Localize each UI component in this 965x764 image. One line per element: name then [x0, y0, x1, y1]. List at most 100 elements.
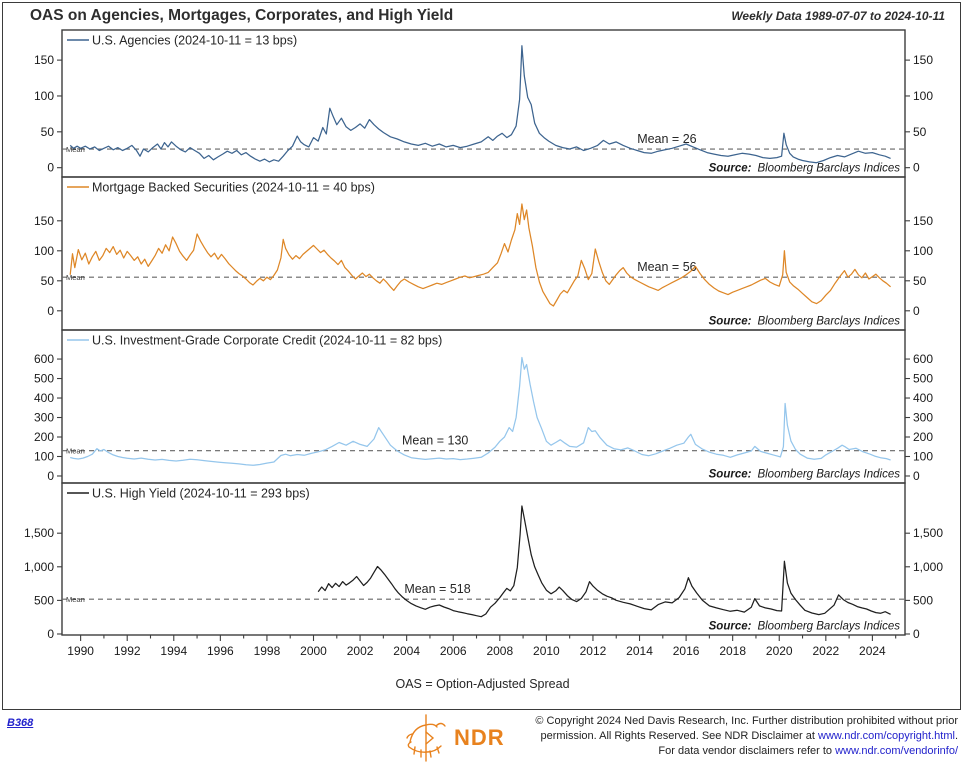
page-footer: B368 NDR © Copyright 2024 Ned Davis Rese… [0, 712, 965, 764]
y-tick-label-left: 0 [47, 161, 54, 175]
x-tick-label: 2018 [719, 644, 746, 658]
panel-border [61, 176, 906, 331]
ig-corp-series-line [70, 356, 891, 466]
x-tick-label: 2000 [300, 644, 327, 658]
chart-code-link[interactable]: B368 [7, 717, 34, 729]
ndr-logo: NDR [403, 714, 505, 762]
y-tick-label-right: 0 [913, 469, 920, 483]
legend-label: U.S. High Yield (2024-10-11 = 293 bps) [92, 487, 310, 501]
x-tick-label: 2004 [393, 644, 420, 658]
y-tick-label-right: 100 [913, 449, 933, 463]
y-tick-label-right: 100 [913, 89, 933, 103]
ndr-logo-text: NDR [454, 725, 505, 750]
y-tick-label-left: 0 [47, 627, 54, 641]
agencies-series-line [69, 45, 891, 164]
x-tick-label: 1992 [114, 644, 141, 658]
y-tick-label-left: 0 [47, 304, 54, 318]
y-tick-label-right: 1,000 [913, 560, 943, 574]
y-tick-label-left: 50 [41, 274, 55, 288]
y-tick-label-right: 300 [913, 411, 933, 425]
y-tick-label-right: 150 [913, 53, 933, 67]
x-tick-label: 2016 [673, 644, 700, 658]
chart-footnote: OAS = Option-Adjusted Spread [395, 677, 570, 691]
y-tick-label-right: 0 [913, 304, 920, 318]
legend-label: U.S. Investment-Grade Corporate Credit (… [92, 334, 442, 348]
mean-annotation: Mean = 26 [637, 132, 696, 146]
y-tick-label-left: 1,000 [24, 560, 54, 574]
x-tick-label: 2010 [533, 644, 560, 658]
y-tick-label-left: 150 [34, 214, 54, 228]
x-tick-label: 2006 [440, 644, 467, 658]
x-tick-label: 2002 [347, 644, 374, 658]
x-tick-label: 2022 [812, 644, 839, 658]
copyright-link[interactable]: www.ndr.com/copyright.html [818, 730, 955, 742]
y-tick-label-left: 400 [34, 391, 54, 405]
y-tick-label-left: 0 [47, 469, 54, 483]
y-tick-label-left: 100 [34, 89, 54, 103]
mean-edge-label: Mean [66, 595, 85, 604]
panel-border [61, 482, 906, 636]
panel-mbs: 0 0 50 50 100 100 150 150 Mean Mean = 56 Mortgage … [34, 176, 933, 331]
copyright-line1: © Copyright 2024 Ned Davis Research, Inc… [535, 715, 958, 727]
mbs-series-line [69, 203, 892, 307]
y-tick-label-left: 500 [34, 372, 54, 386]
y-tick-label-right: 600 [913, 352, 933, 366]
x-tick-label: 2014 [626, 644, 653, 658]
x-axis: 1990 1992 1994 1996 1998 2000 2002 2004 2006 2008… [67, 635, 897, 658]
y-tick-label-left: 300 [34, 411, 54, 425]
y-tick-label-left: 200 [34, 430, 54, 444]
y-tick-label-right: 150 [913, 214, 933, 228]
mean-edge-label: Mean [66, 273, 85, 282]
mean-annotation: Mean = 518 [404, 582, 470, 596]
mean-edge-label: Mean [66, 447, 85, 456]
y-tick-label-right: 400 [913, 391, 933, 405]
y-tick-label-right: 0 [913, 161, 920, 175]
mean-annotation: Mean = 130 [402, 434, 468, 448]
y-tick-label-right: 1,500 [913, 526, 943, 540]
y-tick-label-left: 150 [34, 53, 54, 67]
source-label: Source: Bloomberg Barclays Indices [709, 316, 901, 328]
legend-label: U.S. Agencies (2024-10-11 = 13 bps) [92, 34, 297, 48]
oas-multi-panel-chart: 0 0 50 50 100 100 150 150 Mean Mean = 26 U.S. Agen… [24, 29, 943, 658]
legend-label: Mortgage Backed Securities (2024-10-11 =… [92, 181, 375, 195]
panel-ig-corp: 0 0 100 100 200 200 300 300 400 400 500 500 600 600 Me… [34, 329, 933, 484]
high-yield-series-line [317, 505, 891, 618]
x-tick-label: 2012 [580, 644, 607, 658]
y-tick-label-right: 50 [913, 274, 927, 288]
x-tick-label: 1990 [67, 644, 94, 658]
bull-bear-icon [406, 714, 446, 762]
y-tick-label-right: 0 [913, 627, 920, 641]
copyright-line2: permission. All Rights Reserved. See NDR… [540, 730, 958, 742]
y-tick-label-left: 100 [34, 449, 54, 463]
panel-high-yield: 0 0 500 500 1,000 1,000 1,500 1,500 Mean Mean = 5… [24, 482, 943, 641]
date-range-label: Weekly Data 1989-07-07 to 2024-10-11 [731, 9, 945, 23]
y-tick-label-right: 500 [913, 372, 933, 386]
y-tick-label-left: 500 [34, 593, 54, 607]
vendorinfo-link[interactable]: www.ndr.com/vendorinfo/ [835, 745, 958, 757]
copyright-block: © Copyright 2024 Ned Davis Research, Inc… [535, 714, 958, 759]
mean-edge-label: Mean [66, 145, 85, 154]
y-tick-label-right: 200 [913, 430, 933, 444]
y-tick-label-left: 1,500 [24, 526, 54, 540]
y-tick-label-left: 100 [34, 244, 54, 258]
x-tick-label: 2024 [859, 644, 886, 658]
copyright-line3: For data vendor disclaimers refer to www… [658, 745, 958, 757]
y-tick-label-right: 100 [913, 244, 933, 258]
y-tick-label-right: 50 [913, 125, 927, 139]
y-tick-label-right: 500 [913, 593, 933, 607]
mean-annotation: Mean = 56 [637, 260, 696, 274]
source-label: Source: Bloomberg Barclays Indices [709, 469, 901, 481]
page-title: OAS on Agencies, Mortgages, Corporates, … [30, 7, 454, 24]
y-tick-label-left: 50 [41, 125, 55, 139]
x-tick-label: 2008 [486, 644, 513, 658]
source-label: Source: Bloomberg Barclays Indices [709, 621, 901, 633]
panel-border [61, 29, 906, 178]
x-tick-label: 1994 [160, 644, 187, 658]
x-tick-label: 2020 [766, 644, 793, 658]
x-tick-label: 1998 [254, 644, 281, 658]
x-tick-label: 1996 [207, 644, 234, 658]
y-tick-label-left: 600 [34, 352, 54, 366]
source-label: Source: Bloomberg Barclays Indices [709, 163, 901, 175]
panel-agencies: 0 0 50 50 100 100 150 150 Mean Mean = 26 U.S. Agen… [34, 29, 933, 178]
